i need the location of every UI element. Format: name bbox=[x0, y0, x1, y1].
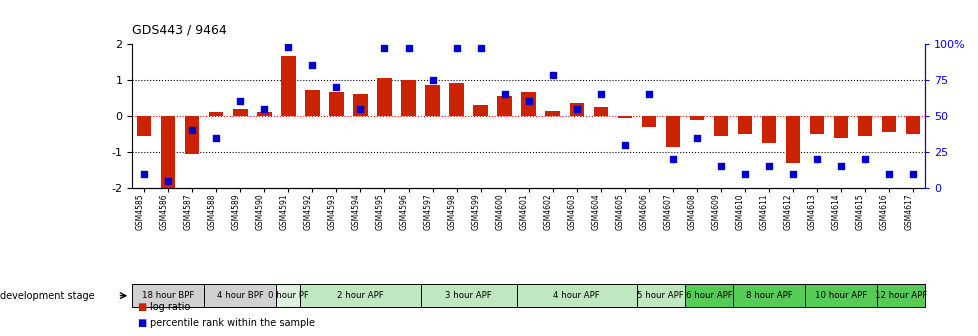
Bar bbox=[881, 116, 896, 132]
Point bbox=[832, 164, 848, 169]
Bar bbox=[137, 116, 152, 136]
Bar bbox=[545, 111, 559, 116]
Bar bbox=[473, 105, 487, 116]
Point bbox=[880, 171, 896, 176]
Point bbox=[472, 45, 488, 51]
Bar bbox=[636, 284, 685, 307]
Text: 4 hour APF: 4 hour APF bbox=[553, 291, 600, 300]
Point bbox=[160, 178, 176, 183]
Bar bbox=[132, 284, 204, 307]
Point bbox=[689, 135, 704, 140]
Point bbox=[905, 171, 920, 176]
Point bbox=[136, 171, 152, 176]
Point bbox=[593, 92, 608, 97]
Text: 5 hour APF: 5 hour APF bbox=[637, 291, 684, 300]
Point bbox=[400, 45, 416, 51]
Point bbox=[424, 77, 440, 83]
Text: ■: ■ bbox=[137, 302, 146, 312]
Point bbox=[664, 157, 680, 162]
Point bbox=[784, 171, 800, 176]
Text: 8 hour APF: 8 hour APF bbox=[745, 291, 791, 300]
Bar bbox=[857, 116, 871, 136]
Bar bbox=[204, 284, 276, 307]
Bar bbox=[209, 112, 223, 116]
Point bbox=[641, 92, 656, 97]
Bar bbox=[737, 116, 751, 134]
Text: 10 hour APF: 10 hour APF bbox=[814, 291, 867, 300]
Point bbox=[809, 157, 824, 162]
Text: 4 hour BPF: 4 hour BPF bbox=[217, 291, 263, 300]
Point bbox=[568, 106, 584, 112]
Point bbox=[281, 44, 296, 49]
Bar bbox=[160, 116, 175, 188]
Bar bbox=[421, 284, 516, 307]
Bar bbox=[305, 90, 319, 116]
Point bbox=[184, 128, 200, 133]
Text: 12 hour APF: 12 hour APF bbox=[874, 291, 926, 300]
Text: 6 hour APF: 6 hour APF bbox=[685, 291, 732, 300]
Bar bbox=[804, 284, 876, 307]
Bar bbox=[424, 85, 439, 116]
Point bbox=[736, 171, 752, 176]
Point bbox=[208, 135, 224, 140]
Point bbox=[520, 99, 536, 104]
Bar bbox=[876, 284, 924, 307]
Bar bbox=[833, 116, 847, 138]
Bar bbox=[281, 56, 295, 116]
Bar bbox=[785, 116, 799, 163]
Bar bbox=[617, 116, 632, 118]
Bar bbox=[689, 116, 703, 120]
Bar bbox=[300, 284, 421, 307]
Bar bbox=[353, 93, 368, 116]
Bar bbox=[521, 92, 535, 116]
Point bbox=[760, 164, 776, 169]
Point bbox=[232, 99, 247, 104]
Point bbox=[616, 142, 632, 148]
Text: GDS443 / 9464: GDS443 / 9464 bbox=[132, 24, 227, 37]
Bar bbox=[497, 96, 511, 116]
Text: ■: ■ bbox=[137, 318, 146, 328]
Point bbox=[448, 45, 464, 51]
Bar bbox=[257, 112, 271, 116]
Bar bbox=[905, 116, 919, 134]
Bar bbox=[276, 284, 300, 307]
Bar bbox=[593, 107, 607, 116]
Text: 3 hour APF: 3 hour APF bbox=[445, 291, 492, 300]
Bar bbox=[377, 78, 391, 116]
Point bbox=[377, 45, 392, 51]
Text: 18 hour BPF: 18 hour BPF bbox=[142, 291, 195, 300]
Bar bbox=[329, 92, 343, 116]
Bar bbox=[516, 284, 636, 307]
Bar bbox=[809, 116, 823, 134]
Point bbox=[304, 63, 320, 68]
Bar bbox=[713, 116, 728, 136]
Point bbox=[857, 157, 872, 162]
Point bbox=[352, 106, 368, 112]
Bar bbox=[685, 284, 733, 307]
Bar bbox=[401, 80, 416, 116]
Bar bbox=[233, 109, 247, 116]
Point bbox=[712, 164, 728, 169]
Text: 0 hour PF: 0 hour PF bbox=[268, 291, 308, 300]
Point bbox=[545, 73, 560, 78]
Bar bbox=[665, 116, 680, 146]
Bar bbox=[185, 116, 200, 154]
Bar bbox=[761, 116, 776, 143]
Text: development stage: development stage bbox=[0, 291, 95, 301]
Point bbox=[496, 92, 511, 97]
Text: percentile rank within the sample: percentile rank within the sample bbox=[150, 318, 315, 328]
Bar bbox=[733, 284, 804, 307]
Bar bbox=[641, 116, 655, 127]
Text: 2 hour APF: 2 hour APF bbox=[336, 291, 383, 300]
Point bbox=[256, 106, 272, 112]
Point bbox=[329, 84, 344, 90]
Text: log ratio: log ratio bbox=[150, 302, 190, 312]
Bar bbox=[449, 83, 464, 116]
Bar bbox=[569, 103, 583, 116]
